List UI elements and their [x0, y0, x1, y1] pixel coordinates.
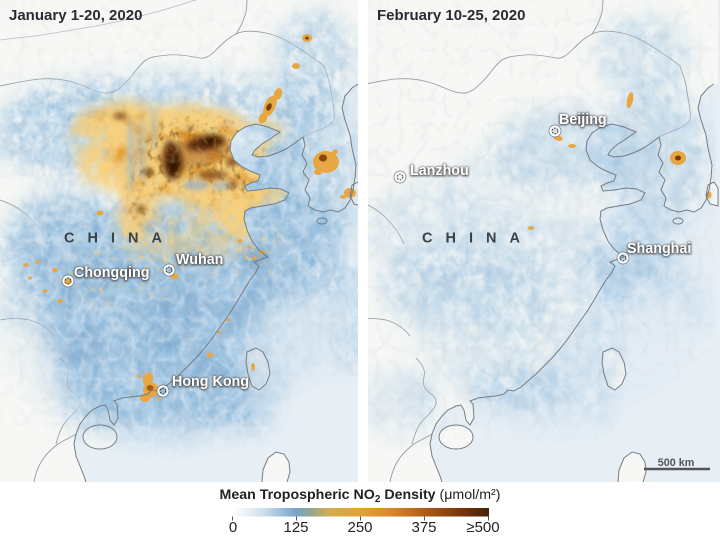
svg-text:Hong Kong: Hong Kong — [172, 375, 249, 391]
svg-text:Lanzhou: Lanzhou — [410, 163, 469, 179]
svg-text:Beijing: Beijing — [559, 113, 607, 129]
svg-text:≥500: ≥500 — [466, 519, 499, 536]
svg-text:Wuhan: Wuhan — [176, 252, 223, 268]
svg-text:January 1-20, 2020: January 1-20, 2020 — [9, 7, 142, 24]
svg-text:CHINA: CHINA — [422, 231, 533, 247]
svg-text:CHINA: CHINA — [64, 231, 175, 247]
svg-text:Chongqing: Chongqing — [74, 266, 149, 282]
svg-text:Lanzhou: Lanzhou — [410, 164, 469, 180]
svg-text:0: 0 — [229, 519, 237, 536]
svg-text:125: 125 — [283, 519, 308, 536]
svg-text:February 10-25, 2020: February 10-25, 2020 — [377, 7, 525, 24]
svg-text:Shanghai: Shanghai — [627, 241, 691, 257]
svg-text:375: 375 — [411, 519, 436, 536]
svg-text:Mean Tropospheric NO2 Density: Mean Tropospheric NO2 Density (μmol/m²) — [220, 487, 501, 505]
svg-text:250: 250 — [347, 519, 372, 536]
svg-text:500 km: 500 km — [658, 457, 695, 469]
svg-text:Hong Kong: Hong Kong — [172, 374, 249, 390]
svg-text:Shanghai: Shanghai — [627, 242, 691, 258]
svg-text:Wuhan: Wuhan — [176, 253, 223, 269]
svg-text:Chongqing: Chongqing — [74, 265, 149, 281]
svg-text:Beijing: Beijing — [559, 112, 607, 128]
